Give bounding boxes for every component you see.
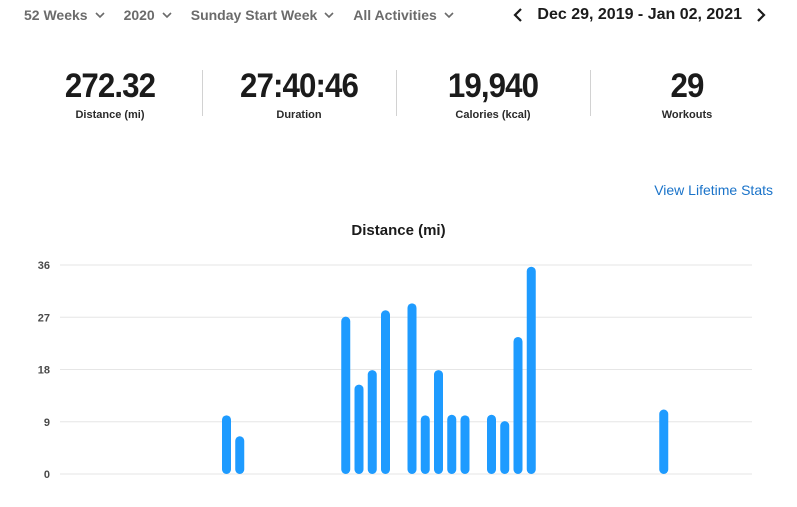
chart-bar[interactable] (381, 310, 390, 474)
y-tick-label: 27 (38, 312, 50, 324)
chart-bar[interactable] (500, 421, 510, 474)
chart-bar[interactable] (367, 370, 377, 474)
chart-bar[interactable] (420, 415, 430, 474)
stat-distance-value: 272.32 (64, 67, 156, 105)
y-tick-label: 18 (38, 365, 50, 377)
chart-bar[interactable] (341, 316, 351, 474)
chart-bar[interactable] (487, 414, 496, 474)
stat-divider (396, 70, 397, 116)
date-range-nav: Dec 29, 2019 - Jan 02, 2021 (509, 6, 770, 24)
chevron-right-icon (757, 8, 766, 22)
week-start-filter-label: Sunday Start Week (190, 7, 318, 23)
week-start-filter[interactable]: Sunday Start Week (191, 7, 335, 23)
next-range-button[interactable] (752, 6, 770, 24)
stat-duration-label: Duration (276, 109, 322, 121)
chart-bar[interactable] (447, 414, 457, 474)
activity-filter-label: All Activities (353, 7, 437, 23)
chart-bar[interactable] (434, 370, 443, 474)
previous-range-button[interactable] (509, 6, 527, 24)
distance-bar-chart: 36 27 18 9 0 (38, 260, 752, 481)
stat-duration-value: 27:40:46 (240, 67, 359, 105)
stat-divider (590, 70, 591, 116)
stat-workouts: 29 Workouts (607, 66, 767, 121)
stat-calories-label: Calories (kcal) (455, 109, 531, 121)
activity-filter[interactable]: All Activities (353, 7, 454, 23)
chevron-down-icon (162, 11, 172, 18)
chart-bar[interactable] (460, 415, 470, 474)
chevron-left-icon (513, 8, 523, 22)
y-tick-label: 0 (44, 469, 50, 481)
summary-stats: 272.32 Distance (mi) 27:40:46 Duration 1… (0, 66, 797, 126)
chart-bar[interactable] (513, 336, 523, 474)
stat-workouts-label: Workouts (661, 109, 713, 121)
chart-bar[interactable] (235, 436, 245, 474)
year-filter-label: 2020 (123, 7, 155, 23)
chart-bar[interactable] (659, 409, 669, 474)
stat-duration: 27:40:46 Duration (214, 66, 384, 121)
year-filter[interactable]: 2020 (124, 7, 172, 23)
filter-bar: 52 Weeks 2020 Sunday Start Week All Acti… (24, 7, 473, 23)
stat-distance-label: Distance (mi) (75, 109, 145, 121)
chart-title: Distance (mi) (351, 222, 446, 239)
stat-workouts-value: 29 (670, 67, 705, 105)
stat-divider (202, 70, 203, 116)
chart-bar[interactable] (222, 415, 231, 474)
chart-bar[interactable] (526, 266, 536, 474)
chart-bar[interactable] (354, 384, 364, 474)
chevron-down-icon (95, 11, 105, 18)
view-lifetime-stats-link[interactable]: View Lifetime Stats (654, 182, 773, 198)
chevron-down-icon (324, 11, 334, 18)
stat-distance: 272.32 Distance (mi) (30, 66, 190, 121)
period-filter[interactable]: 52 Weeks (24, 7, 105, 23)
stat-calories: 19,940 Calories (kcal) (413, 66, 573, 121)
y-tick-label: 36 (38, 260, 50, 272)
date-range-label: Dec 29, 2019 - Jan 02, 2021 (537, 6, 742, 23)
stat-calories-value: 19,940 (447, 67, 539, 105)
chart-bar[interactable] (407, 303, 417, 474)
chevron-down-icon (444, 11, 454, 18)
y-tick-label: 9 (44, 417, 50, 429)
period-filter-label: 52 Weeks (24, 7, 88, 23)
